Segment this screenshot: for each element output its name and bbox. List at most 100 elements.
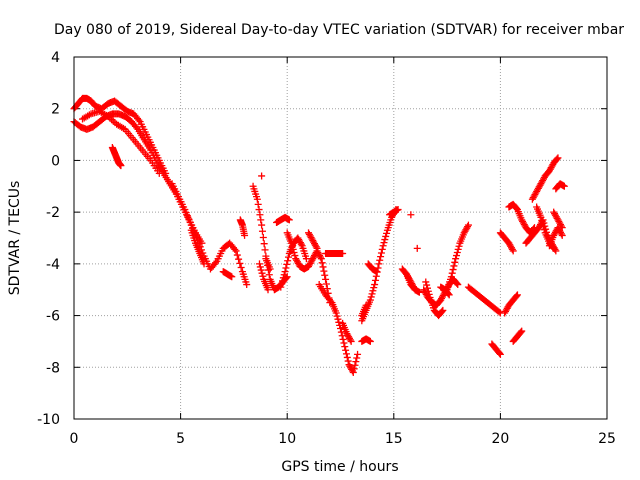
x-tick-label: 10 [278, 431, 296, 447]
data-point [200, 260, 208, 268]
data-point-fill [539, 220, 547, 228]
data-point-fill [280, 271, 288, 279]
data-point-fill [233, 251, 241, 259]
data-point [347, 337, 355, 345]
data-point [332, 309, 340, 317]
data-point-fill [452, 252, 460, 260]
data-point-fill [335, 318, 343, 326]
data-point [362, 301, 370, 309]
data-point [366, 296, 374, 304]
data-point-fill [453, 248, 461, 256]
data-point-fill [334, 315, 342, 323]
data-point [513, 291, 521, 299]
y-tick-label: -6 [46, 309, 60, 325]
data-point-fill [351, 361, 359, 369]
data-point-fill [539, 223, 547, 231]
data-point-fill [378, 245, 386, 253]
data-points [70, 94, 568, 376]
data-point-fill [290, 248, 298, 256]
data-point-fill [279, 274, 287, 282]
data-point-fill [376, 256, 384, 264]
data-point-fill [377, 253, 385, 261]
data-point [117, 162, 125, 170]
data-point [375, 260, 383, 268]
data-point-fill [231, 245, 239, 253]
data-point [281, 268, 289, 276]
data-point-fill [320, 267, 328, 275]
data-point-fill [133, 124, 141, 132]
data-point-fill [258, 227, 266, 235]
data-point-fill [538, 216, 546, 224]
data-point-fill [450, 262, 458, 270]
data-point [550, 244, 558, 252]
y-tick-label: -2 [46, 205, 60, 221]
data-point-fill [237, 263, 245, 271]
data-point-fill [135, 116, 143, 124]
y-tick-label: 0 [51, 153, 60, 169]
data-point-fill [423, 281, 431, 289]
chart-title: Day 080 of 2019, Sidereal Day-to-day VTE… [54, 22, 624, 38]
data-point-fill [212, 259, 220, 267]
data-point-fill [342, 350, 350, 358]
data-point [439, 306, 447, 314]
data-point-fill [319, 263, 327, 271]
data-point-fill [289, 245, 297, 253]
plot-frame [73, 56, 608, 420]
data-point-fill [235, 255, 243, 263]
data-point-fill [322, 280, 330, 288]
data-point-fill [182, 209, 190, 217]
x-tick-label: 25 [598, 431, 616, 447]
data-point-fill [380, 239, 388, 247]
data-point-fill [259, 233, 267, 241]
data-point [509, 247, 517, 255]
data-point [349, 368, 357, 376]
data-point-fill [423, 284, 431, 292]
data-point-fill [278, 280, 286, 288]
data-point [407, 211, 415, 219]
data-point-fill [256, 263, 264, 271]
data-point-fill [425, 290, 433, 298]
data-point [496, 350, 504, 358]
data-point [341, 343, 349, 351]
data-point [445, 291, 453, 299]
data-point [394, 206, 402, 214]
data-point [558, 231, 566, 239]
data-point-fill [455, 242, 463, 250]
data-point [464, 221, 472, 229]
data-point-fill [367, 293, 375, 301]
data-point-fill [346, 336, 354, 344]
data-point-fill [513, 292, 521, 300]
data-point-fill [279, 277, 287, 285]
data-point-fill [186, 218, 194, 226]
data-point [413, 244, 421, 252]
data-point-fill [444, 290, 452, 298]
data-point-fill [540, 226, 548, 234]
data-point-fill [382, 232, 390, 240]
data-point-fill [282, 264, 290, 272]
data-point-fill [339, 335, 347, 343]
data-point-fill [464, 223, 472, 231]
data-point [162, 169, 170, 177]
data-point-fill [383, 229, 391, 237]
data-point-fill [258, 269, 266, 277]
data-point [518, 327, 526, 335]
data-point-fill [333, 312, 341, 320]
data-point [447, 273, 455, 281]
data-point [337, 325, 344, 332]
y-tick-label: -4 [46, 257, 60, 273]
data-point-fill [549, 243, 557, 251]
data-point-fill [371, 276, 379, 284]
data-point [373, 268, 381, 276]
data-point-fill [557, 222, 565, 230]
data-point [258, 221, 266, 229]
data-point-fill [368, 290, 376, 298]
data-point [560, 182, 568, 190]
data-point-fill [454, 245, 462, 253]
data-point [253, 195, 261, 203]
data-point [537, 213, 545, 221]
data-point [155, 169, 163, 177]
data-point [366, 337, 374, 345]
data-point [181, 206, 189, 214]
data-point [554, 154, 562, 162]
